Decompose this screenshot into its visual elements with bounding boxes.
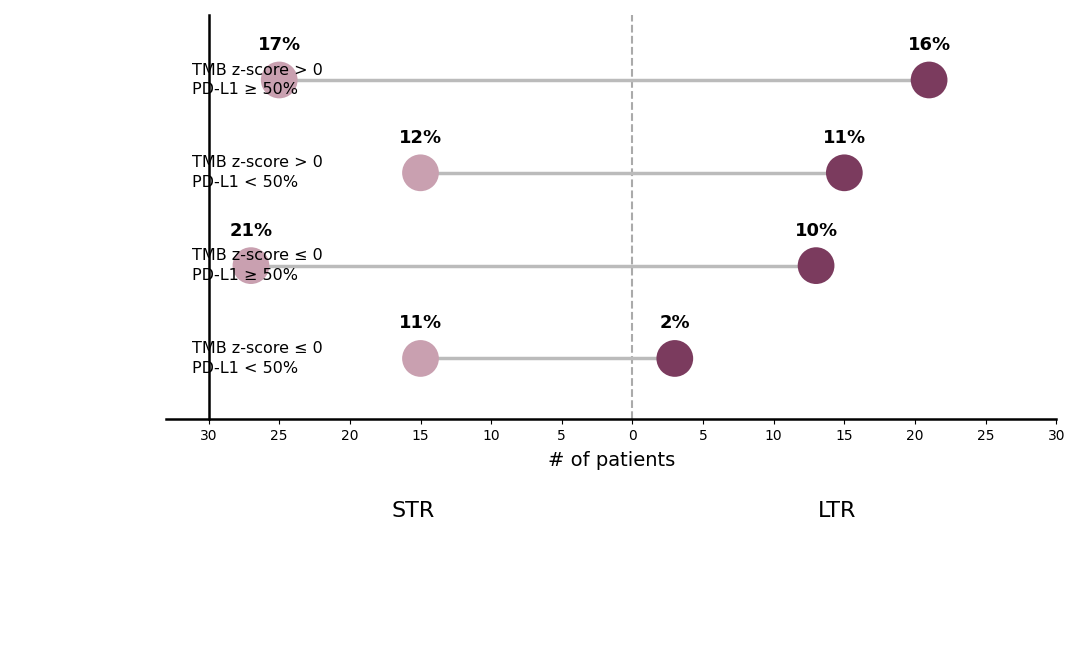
Text: 12%: 12% — [399, 129, 442, 147]
Text: TMB z-score ≤ 0
PD-L1 < 50%: TMB z-score ≤ 0 PD-L1 < 50% — [191, 341, 322, 376]
Text: 11%: 11% — [399, 315, 442, 333]
Point — [242, 260, 259, 271]
Text: STR: STR — [392, 501, 435, 521]
Text: TMB z-score ≤ 0
PD-L1 ≥ 50%: TMB z-score ≤ 0 PD-L1 ≥ 50% — [191, 248, 322, 283]
Text: 17%: 17% — [258, 36, 301, 54]
Text: TMB z-score > 0
PD-L1 < 50%: TMB z-score > 0 PD-L1 < 50% — [191, 156, 323, 190]
Text: 11%: 11% — [823, 129, 866, 147]
X-axis label: # of patients: # of patients — [548, 451, 675, 470]
Point — [411, 167, 429, 178]
Text: 16%: 16% — [907, 36, 950, 54]
Point — [411, 353, 429, 364]
Text: LTR: LTR — [818, 501, 856, 521]
Point — [808, 260, 825, 271]
Text: 21%: 21% — [229, 222, 272, 240]
Text: 10%: 10% — [795, 222, 838, 240]
Point — [666, 353, 684, 364]
Point — [271, 75, 288, 85]
Text: 2%: 2% — [660, 315, 690, 333]
Point — [836, 167, 853, 178]
Point — [920, 75, 937, 85]
Text: TMB z-score > 0
PD-L1 ≥ 50%: TMB z-score > 0 PD-L1 ≥ 50% — [191, 63, 323, 98]
